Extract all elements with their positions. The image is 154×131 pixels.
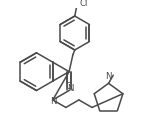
Text: N: N <box>67 84 73 93</box>
Text: Cl: Cl <box>79 0 88 8</box>
Text: O: O <box>66 82 73 91</box>
Text: N: N <box>105 72 112 81</box>
Text: N: N <box>51 97 57 106</box>
